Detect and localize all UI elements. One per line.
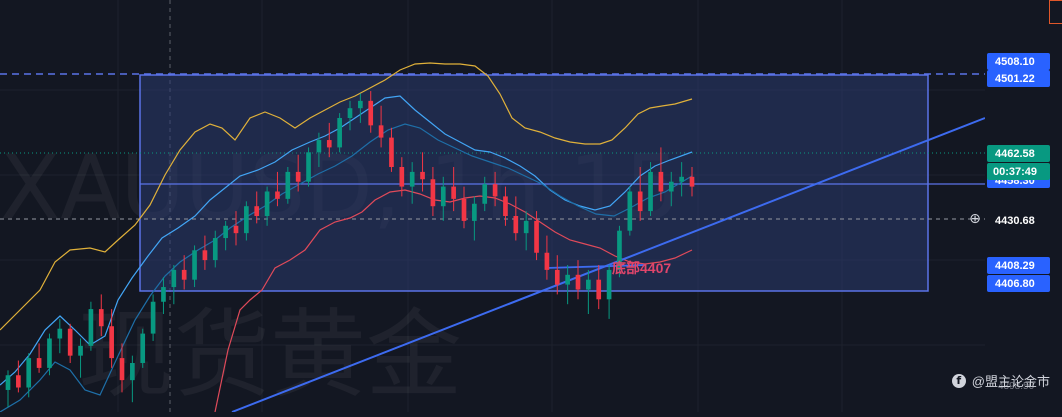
candle-up[interactable]: [88, 309, 94, 346]
price-label-4406-bg: [987, 275, 1050, 292]
candle-down[interactable]: [233, 225, 239, 234]
candle-up[interactable]: [192, 250, 197, 280]
candle-down[interactable]: [295, 171, 301, 182]
bollinger-upper-line: [0, 62, 693, 331]
candle-up[interactable]: [482, 184, 488, 204]
candle-down[interactable]: [399, 167, 405, 187]
candle-up[interactable]: [223, 225, 228, 239]
candle-up[interactable]: [130, 363, 135, 381]
candle-down[interactable]: [658, 171, 664, 192]
candle-down[interactable]: [202, 250, 208, 261]
candle-up[interactable]: [679, 176, 684, 182]
candle-down[interactable]: [503, 196, 508, 216]
candle-down[interactable]: [430, 179, 436, 207]
candle-down[interactable]: [534, 220, 539, 253]
candle-up[interactable]: [523, 220, 529, 234]
moving-average-slow-line: [0, 123, 693, 413]
range-box[interactable]: [139, 74, 929, 292]
corner-button[interactable]: [1049, 0, 1062, 24]
candle-up[interactable]: [5, 375, 11, 390]
candle-up[interactable]: [409, 171, 415, 187]
ascending-trendline[interactable]: [231, 117, 986, 413]
candle-down[interactable]: [326, 140, 332, 148]
candle-up[interactable]: [617, 230, 622, 270]
candle-up[interactable]: [668, 181, 674, 192]
candle-down[interactable]: [461, 198, 467, 221]
last-price-label-bg: [987, 145, 1050, 162]
candle-down[interactable]: [575, 274, 581, 290]
countdown-label-bg: [987, 163, 1050, 180]
candle-down[interactable]: [554, 269, 560, 285]
price-axis[interactable]: 4508.10 4501.22 4458.30 4462.58 00:37:49…: [969, 0, 1062, 412]
candle-up[interactable]: [648, 171, 653, 212]
candle-down[interactable]: [513, 216, 519, 234]
candle-up[interactable]: [606, 269, 612, 300]
price-label-4508-bg: [987, 53, 1050, 70]
candle-up[interactable]: [347, 108, 353, 118]
candle-up[interactable]: [264, 191, 270, 217]
facebook-icon: f: [951, 373, 966, 388]
candle-up[interactable]: [161, 287, 166, 302]
candle-down[interactable]: [181, 269, 187, 280]
candle-up[interactable]: [472, 203, 477, 221]
candle-up[interactable]: [440, 186, 446, 207]
candle-up[interactable]: [140, 333, 146, 363]
price-label-4508: 4508.10: [995, 56, 1035, 68]
candle-up[interactable]: [358, 100, 363, 109]
candle-down[interactable]: [596, 279, 602, 300]
candlestick-series: [5, 91, 695, 408]
price-label-4408: 4408.29: [995, 260, 1035, 272]
crosshair-plus-icon[interactable]: ⊕: [969, 210, 981, 226]
watermark-name: 现货黄金: [78, 299, 462, 411]
candle-up[interactable]: [306, 152, 311, 182]
candle-down[interactable]: [109, 326, 114, 359]
candle-up[interactable]: [586, 279, 591, 290]
footer-credit-text: @盟主论金市: [971, 374, 1050, 389]
price-label-4406: 4406.80: [995, 278, 1035, 290]
candle-down[interactable]: [389, 137, 394, 167]
bottom-support-ray[interactable]: [545, 264, 647, 269]
candle-up[interactable]: [47, 338, 52, 368]
candle-up[interactable]: [78, 345, 83, 356]
candle-up[interactable]: [212, 238, 218, 261]
candle-down[interactable]: [637, 191, 643, 212]
candle-down[interactable]: [492, 184, 498, 197]
candle-down[interactable]: [368, 100, 374, 126]
bottom-annotation: 底部4407: [612, 260, 671, 276]
candle-down[interactable]: [689, 176, 695, 187]
candle-down[interactable]: [16, 375, 21, 388]
candle-up[interactable]: [150, 301, 156, 334]
candle-up[interactable]: [171, 269, 177, 288]
candle-up[interactable]: [244, 206, 249, 234]
candle-up[interactable]: [57, 328, 63, 339]
price-label-4501-bg: [987, 70, 1050, 87]
countdown-label: 00:37:49: [993, 166, 1037, 178]
candle-down[interactable]: [544, 252, 550, 270]
candle-down[interactable]: [378, 125, 384, 138]
candle-down[interactable]: [98, 309, 104, 327]
candle-down[interactable]: [119, 358, 125, 381]
candle-down[interactable]: [420, 171, 425, 180]
candle-down[interactable]: [275, 191, 280, 199]
candle-down[interactable]: [451, 186, 456, 199]
price-label-4501: 4501.22: [995, 73, 1035, 85]
candle-down[interactable]: [67, 328, 73, 356]
price-label-4398: 4398.50: [998, 381, 1035, 392]
candle-up[interactable]: [26, 358, 32, 388]
candle-up[interactable]: [565, 274, 570, 285]
candle-up[interactable]: [337, 118, 342, 148]
candle-up[interactable]: [627, 191, 633, 231]
candle-down[interactable]: [254, 206, 260, 216]
last-price-label: 4462.58: [995, 148, 1035, 160]
crosshair-price-label: 4430.68: [995, 215, 1035, 227]
footer-credit: f @盟主论金市: [951, 371, 1050, 390]
candle-up[interactable]: [285, 171, 291, 199]
candle-down[interactable]: [36, 358, 42, 368]
candle-up[interactable]: [316, 140, 322, 153]
price-label-4408-bg: [987, 257, 1050, 274]
